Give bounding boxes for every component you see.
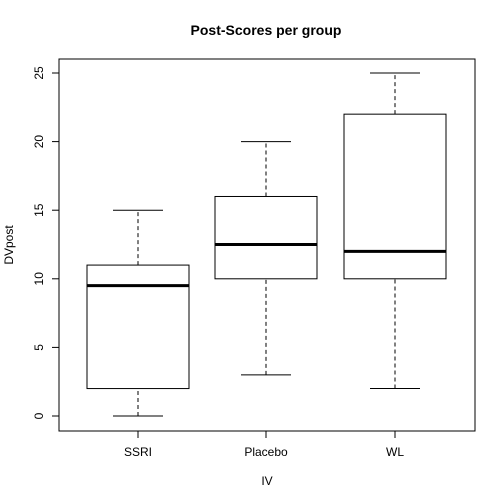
box-wl: [343, 72, 447, 390]
iqr-box: [214, 195, 318, 280]
box-ssri: [86, 209, 190, 417]
y-axis: 0 5 10 15 20 25: [32, 66, 60, 419]
iqr-box: [86, 264, 190, 390]
y-tick-label: 10: [32, 272, 46, 286]
y-tick-label: 0: [32, 412, 46, 419]
y-tick-label: 15: [32, 203, 46, 217]
chart-title: Post-Scores per group: [191, 22, 342, 38]
boxes-group: [86, 72, 447, 417]
y-tick-label: 20: [32, 135, 46, 149]
x-tick-label: WL: [386, 445, 404, 459]
x-tick-label: Placebo: [244, 445, 288, 459]
x-tick-label: SSRI: [124, 445, 152, 459]
x-axis-label: IV: [261, 474, 272, 488]
x-axis: SSRI Placebo WL: [124, 430, 404, 459]
y-axis-label: DVpost: [2, 225, 16, 265]
box-placebo: [214, 141, 318, 376]
y-tick-label: 5: [32, 344, 46, 351]
y-tick-label: 25: [32, 66, 46, 80]
iqr-box: [343, 113, 447, 280]
